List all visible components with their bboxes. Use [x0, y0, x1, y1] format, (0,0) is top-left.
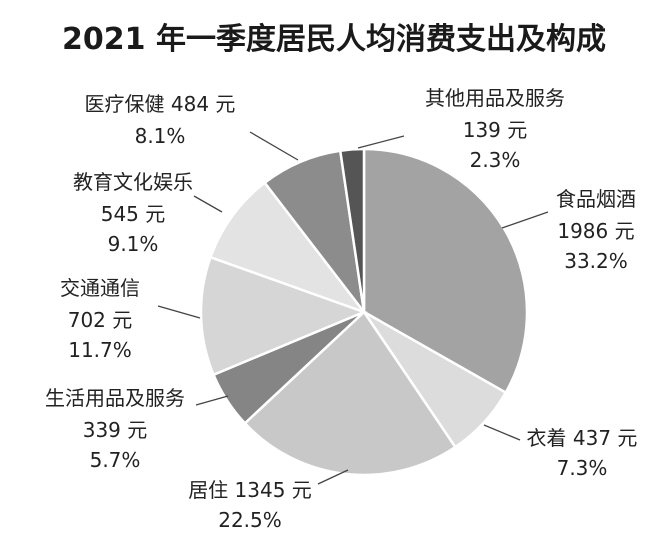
pie-slice-8: [338, 147, 366, 313]
pie-slice-3: [243, 310, 458, 477]
leader-line-6: [193, 195, 223, 213]
slice-label-name-4: 生活用品及服务: [45, 386, 185, 410]
slice-label-name-6: 教育文化娱乐: [73, 170, 193, 194]
leader-line-4: [195, 395, 229, 406]
leader-line-1: [501, 211, 549, 229]
slice-label-value-label-6: 545 元: [101, 202, 166, 226]
slice-label-name-8: 其他用品及服务: [425, 86, 565, 110]
slice-label-value-label-3: 居住 1345 元: [188, 478, 312, 502]
slice-label-percent-label-4: 5.7%: [90, 448, 141, 472]
slice-label-name-1: 食品烟酒: [556, 187, 636, 211]
pie-slice-6: [208, 180, 368, 315]
leader-line-5: [157, 305, 201, 319]
slice-label-value-label-2: 衣着 437 元: [527, 426, 638, 450]
slice-label-value-label-8: 139 元: [463, 118, 528, 142]
slice-label-percent-label-5: 11.7%: [68, 338, 132, 362]
leader-line-3: [317, 469, 349, 485]
slice-label-name-5: 交通通信: [60, 276, 140, 300]
slice-label-percent-label-3: 22.5%: [218, 508, 282, 532]
slice-label-value-label-1: 1986 元: [557, 219, 634, 243]
leader-line-2: [483, 424, 521, 441]
slice-label-percent-label-7: 8.1%: [135, 124, 186, 148]
leader-line-7: [249, 131, 299, 161]
slice-label-percent-label-8: 2.3%: [470, 148, 521, 172]
chart-title: 2021 年一季度居民人均消费支出及构成: [62, 22, 606, 57]
slice-label-percent-label-2: 7.3%: [557, 456, 608, 480]
pie-slice-1: [362, 147, 529, 395]
leader-line-8: [357, 135, 405, 149]
slice-label-percent-label-6: 9.1%: [108, 232, 159, 256]
slice-label-value-label-7: 医疗保健 484 元: [85, 92, 236, 116]
slice-label-value-label-5: 702 元: [68, 308, 133, 332]
pie-slice-5: [199, 255, 368, 377]
slice-label-value-label-4: 339 元: [83, 418, 148, 442]
slice-label-percent-label-1: 33.2%: [564, 249, 628, 273]
